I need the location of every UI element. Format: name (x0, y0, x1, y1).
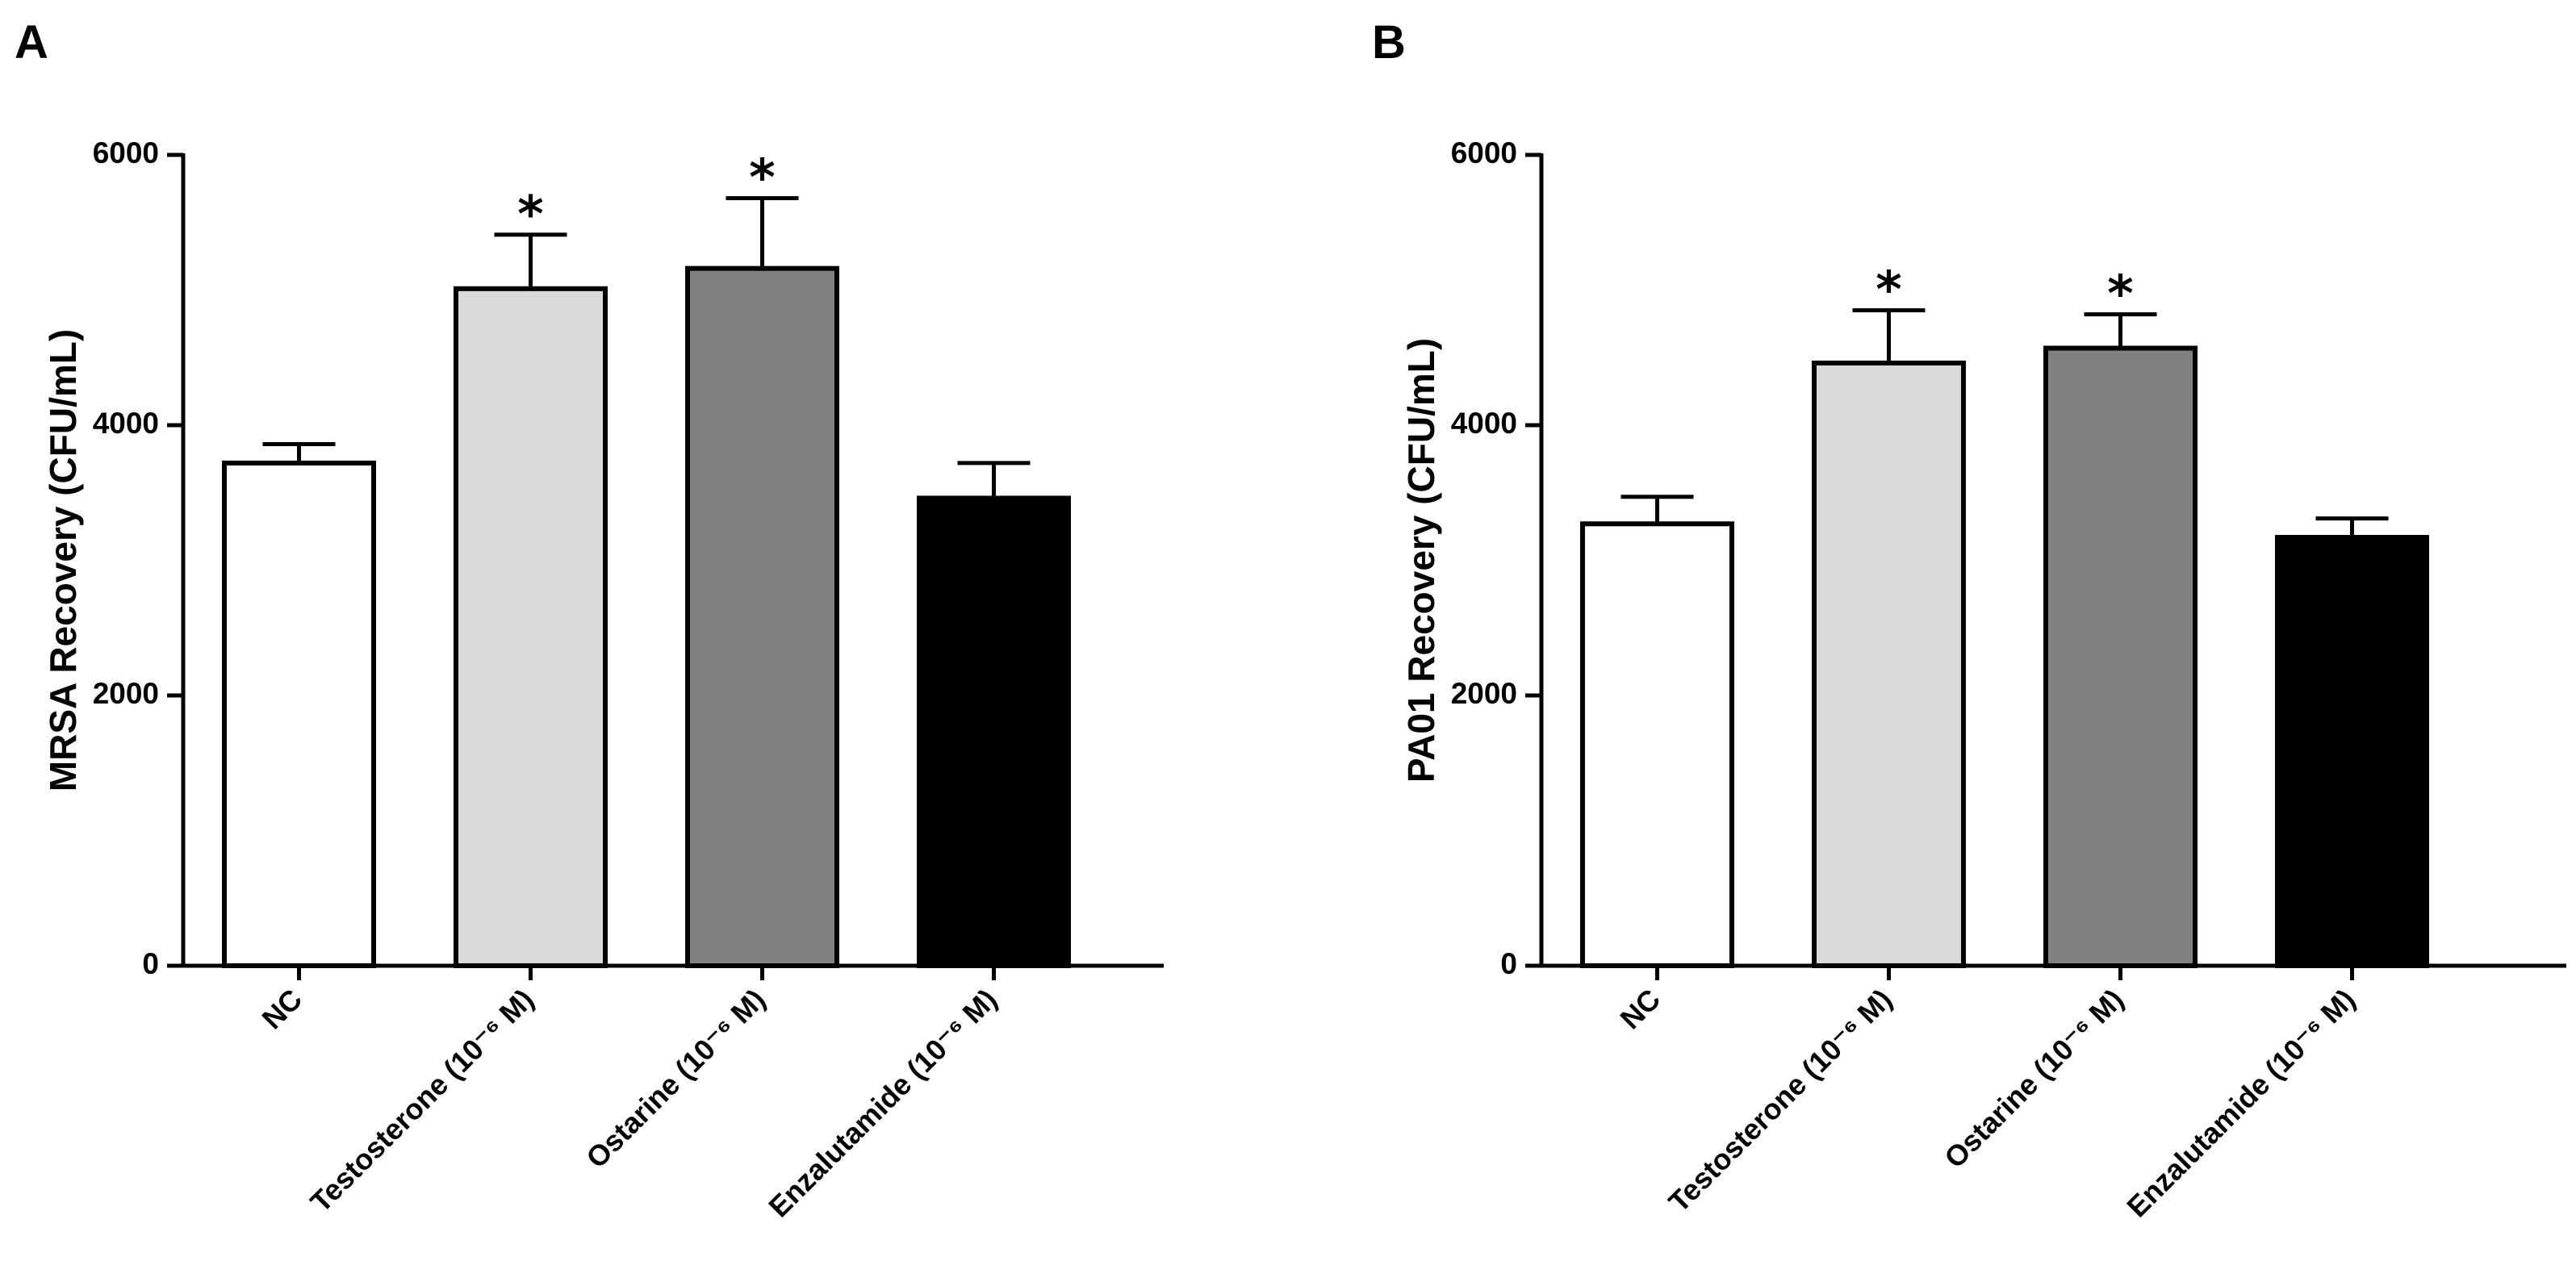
x-category-label: Ostarine (10⁻⁶ M) (1938, 983, 2130, 1175)
x-category-label: Ostarine (10⁻⁶ M) (579, 983, 772, 1175)
y-tick-label: 6000 (93, 136, 159, 169)
y-axis-title: MRSA Recovery (CFU/mL) (42, 329, 84, 791)
panel-letter: B (1372, 16, 1406, 69)
x-category-label: Enzalutamide (10⁻⁶ M) (2120, 983, 2361, 1224)
y-tick-label: 0 (142, 947, 159, 980)
y-tick-label: 4000 (1451, 407, 1517, 440)
bar (454, 286, 608, 968)
bar (1580, 521, 1734, 968)
significance-mark: * (749, 148, 775, 207)
bar (2043, 345, 2198, 968)
y-axis-title: PA01 Recovery (CFU/mL) (1400, 338, 1442, 783)
significance-mark: * (2107, 265, 2133, 324)
significance-mark: * (1876, 261, 1901, 319)
y-tick-label: 6000 (1451, 136, 1517, 169)
y-tick-label: 4000 (93, 407, 159, 440)
panel-a: A MRSA Recovery (CFU/mL) 0 2000 4000 6000 NC * T… (15, 16, 1164, 1224)
y-tick-label: 2000 (1451, 677, 1517, 710)
bar (2275, 535, 2429, 968)
y-tick-label: 0 (1500, 947, 1517, 980)
x-category-label: Testosterone (10⁻⁶ M) (1662, 983, 1898, 1219)
bar (917, 495, 1071, 968)
y-tick-label: 2000 (93, 677, 159, 710)
bar (222, 460, 376, 968)
x-category-label: Testosterone (10⁻⁶ M) (303, 983, 540, 1219)
x-category-label: NC (1613, 983, 1666, 1036)
bar (685, 265, 839, 968)
x-category-label: NC (255, 983, 308, 1036)
panel-letter: A (15, 16, 48, 69)
bar (1812, 360, 1966, 968)
panel-b: B PA01 Recovery (CFU/mL) 0 2000 4000 6000 NC * T… (1372, 16, 2566, 1224)
x-category-label: Enzalutamide (10⁻⁶ M) (762, 983, 1003, 1224)
significance-mark: * (517, 185, 543, 244)
